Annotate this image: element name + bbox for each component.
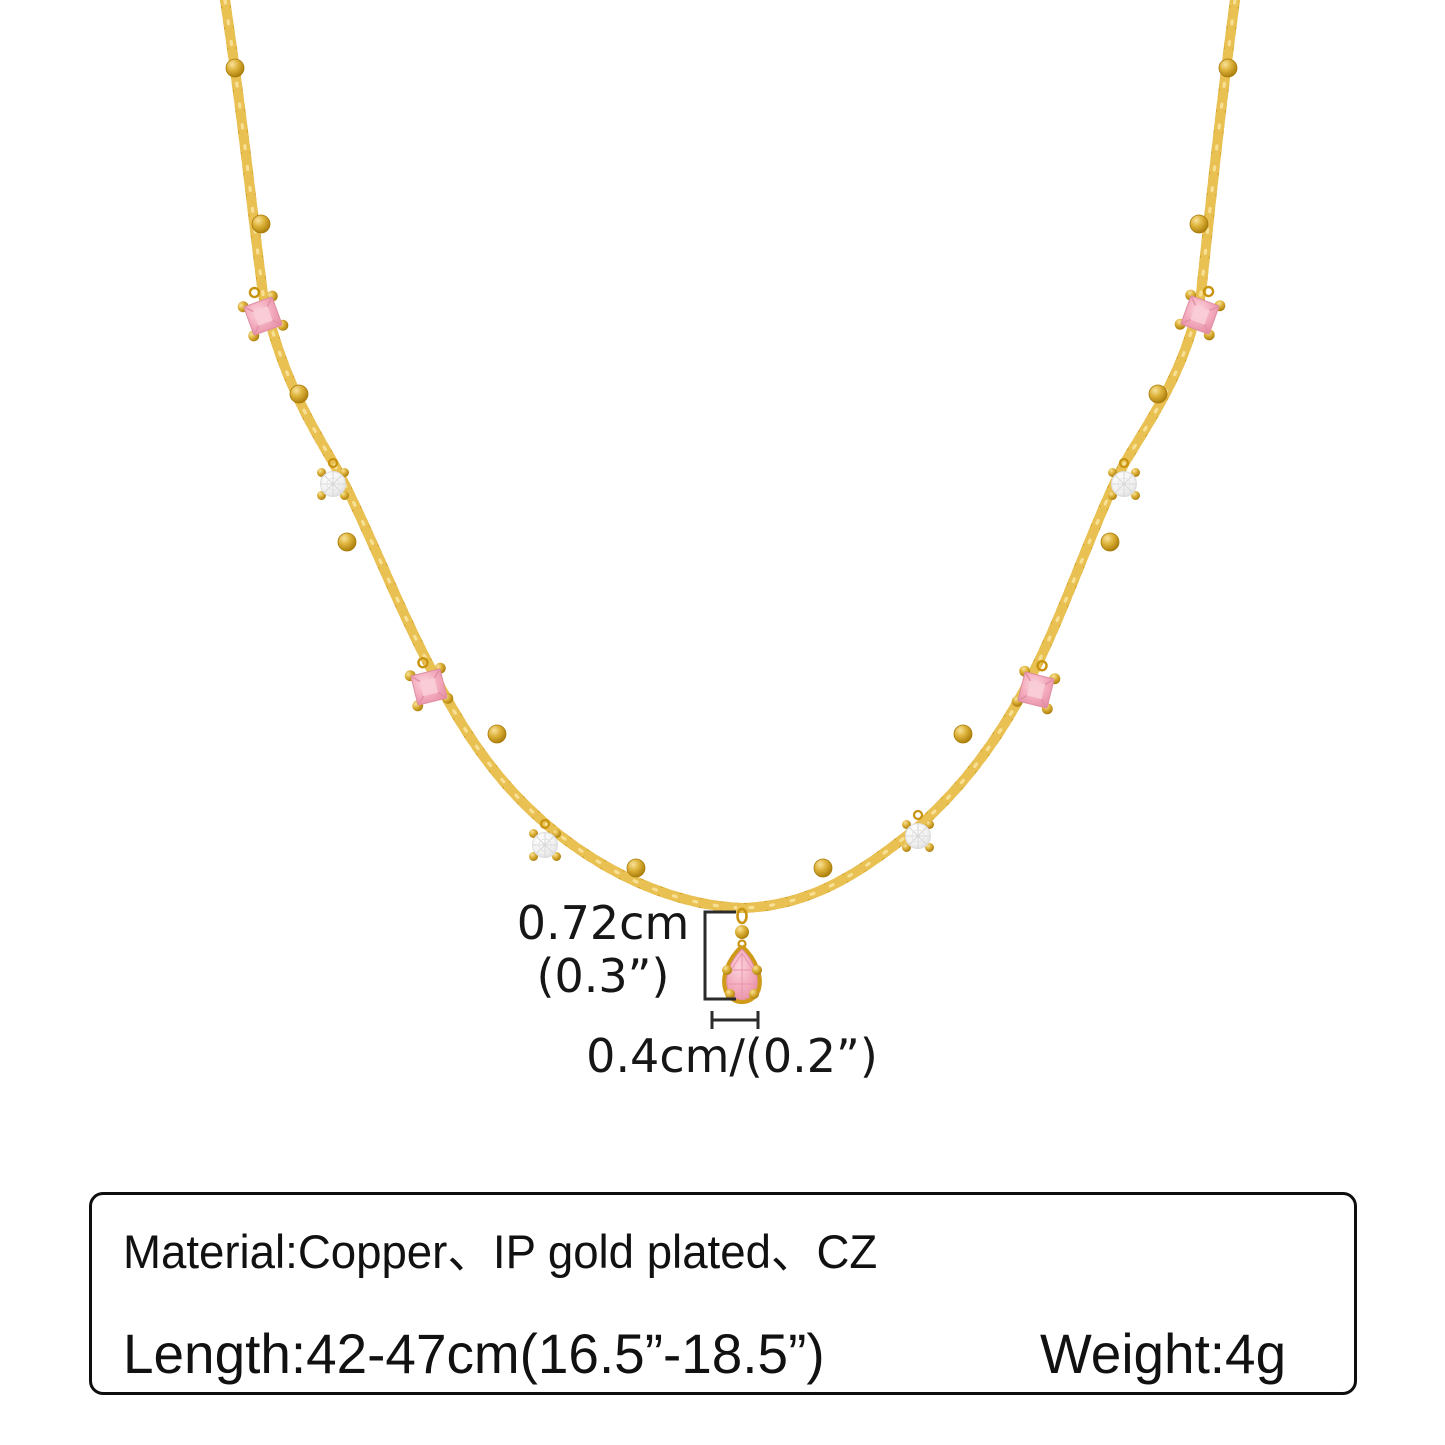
pendant-height-label: 0.72cm (0.3”) xyxy=(403,897,803,1003)
pink-square-stone xyxy=(1009,655,1065,717)
chain-right-highlight xyxy=(740,0,1237,910)
chain-left xyxy=(220,0,747,913)
chain-left-links-alt xyxy=(220,0,747,913)
dimension-lines xyxy=(703,910,760,1029)
gold-bead xyxy=(337,532,357,552)
pendant-facets xyxy=(729,952,755,1000)
chain-left-links xyxy=(220,0,747,913)
pendant-link xyxy=(736,907,748,925)
pendant-bead xyxy=(735,925,749,939)
gold-bead xyxy=(289,384,309,404)
gold-bead xyxy=(953,724,973,744)
length-text: Length:42-47cm(16.5”-18.5”) xyxy=(123,1322,825,1385)
height-bracket xyxy=(703,910,736,1001)
chain-right-links-alt xyxy=(737,0,1240,913)
weight-text: Weight:4g xyxy=(1040,1322,1287,1385)
spec-box: Material:Copper、IP gold plated、CZ Length… xyxy=(89,1192,1357,1395)
gold-bead xyxy=(1100,532,1120,552)
gold-bead xyxy=(626,858,646,878)
pendant-width-label: 0.4cm/(0.2”) xyxy=(586,1029,878,1083)
gold-bead xyxy=(1189,214,1209,234)
material-text: Material:Copper、IP gold plated、CZ xyxy=(123,1225,878,1278)
gold-bead xyxy=(251,214,271,234)
pendant-prong xyxy=(749,989,759,999)
pendant-prong xyxy=(752,965,762,975)
chain-beads xyxy=(225,58,1238,878)
pendant-prong xyxy=(725,989,735,999)
gold-bead xyxy=(225,58,245,78)
gold-bead xyxy=(813,858,833,878)
pink-square-stone xyxy=(400,652,456,714)
gold-bead xyxy=(1218,58,1238,78)
pendant-height-inch: (0.3”) xyxy=(536,949,670,1003)
gold-bead xyxy=(1148,384,1168,404)
teardrop-pendant xyxy=(722,907,762,1005)
pendant-prong xyxy=(722,965,732,975)
width-measure-line xyxy=(710,1011,760,1029)
chain-right xyxy=(737,0,1240,913)
gold-bead xyxy=(487,724,507,744)
chain-right-links xyxy=(737,0,1240,913)
pendant-height-cm: 0.72cm xyxy=(516,896,690,950)
chain-left-highlight xyxy=(223,0,744,910)
